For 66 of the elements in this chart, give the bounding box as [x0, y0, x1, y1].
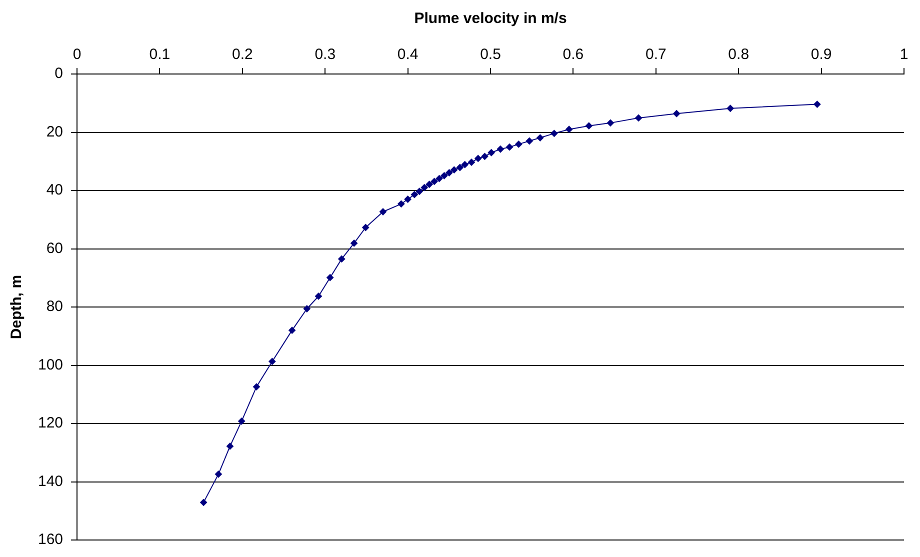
point: [430, 178, 438, 185]
y-tick-label: 0: [54, 65, 64, 82]
point: [446, 169, 453, 176]
x-axis-title: Plume velocity in m/s: [414, 10, 567, 28]
point: [673, 110, 680, 118]
point: [338, 255, 346, 262]
x-tick-label: 0.1: [149, 46, 170, 64]
y-tick-label: 120: [38, 414, 64, 432]
y-tick-label: 40: [46, 182, 64, 199]
point: [468, 158, 475, 166]
point: [550, 130, 558, 137]
point: [380, 208, 387, 216]
x-tick-label: 0.6: [562, 46, 584, 64]
point: [238, 418, 246, 425]
y-tick-label: 60: [46, 240, 64, 257]
point: [488, 149, 495, 156]
point: [315, 292, 322, 300]
point: [585, 122, 592, 130]
x-tick-label: 1: [900, 46, 908, 64]
point: [496, 146, 504, 153]
point: [420, 184, 428, 192]
point: [606, 119, 614, 126]
point: [450, 166, 458, 174]
x-tick-label: 0.4: [397, 46, 418, 64]
y-tick-label: 160: [38, 531, 64, 548]
x-tick-label: 0.3: [314, 46, 336, 64]
point: [474, 154, 482, 162]
point: [515, 140, 522, 148]
point: [506, 144, 514, 151]
point: [536, 134, 544, 142]
x-tick-label: 0.5: [480, 46, 501, 64]
point: [410, 191, 418, 198]
point: [440, 172, 448, 180]
point: [362, 224, 370, 231]
point: [436, 175, 443, 182]
point: [200, 498, 208, 506]
point: [252, 383, 260, 390]
point: [326, 274, 334, 282]
x-tick-label: 0.2: [232, 46, 253, 64]
point: [426, 180, 433, 188]
point: [288, 326, 296, 334]
point: [726, 104, 734, 112]
y-tick-label: 140: [38, 472, 64, 490]
y-tick-label: 80: [46, 298, 64, 316]
point: [456, 164, 464, 171]
point: [404, 196, 412, 203]
point: [635, 114, 642, 122]
x-tick-label: 0.7: [645, 46, 666, 64]
point: [416, 188, 423, 195]
point: [214, 470, 222, 478]
y-tick-label: 20: [46, 123, 64, 140]
point: [350, 240, 358, 247]
point: [481, 152, 488, 160]
point: [566, 126, 573, 133]
point: [461, 161, 468, 168]
point: [226, 442, 234, 450]
x-tick-label: 0: [72, 46, 82, 64]
point: [303, 305, 310, 312]
y-tick-label: 100: [38, 356, 64, 374]
point: [268, 358, 276, 365]
x-tick-label: 0.9: [810, 46, 832, 64]
y-axis-title: Depth, m: [8, 274, 26, 340]
point: [526, 137, 533, 144]
x-tick-label: 0.8: [728, 46, 750, 64]
point: [398, 200, 405, 208]
point: [814, 100, 821, 108]
